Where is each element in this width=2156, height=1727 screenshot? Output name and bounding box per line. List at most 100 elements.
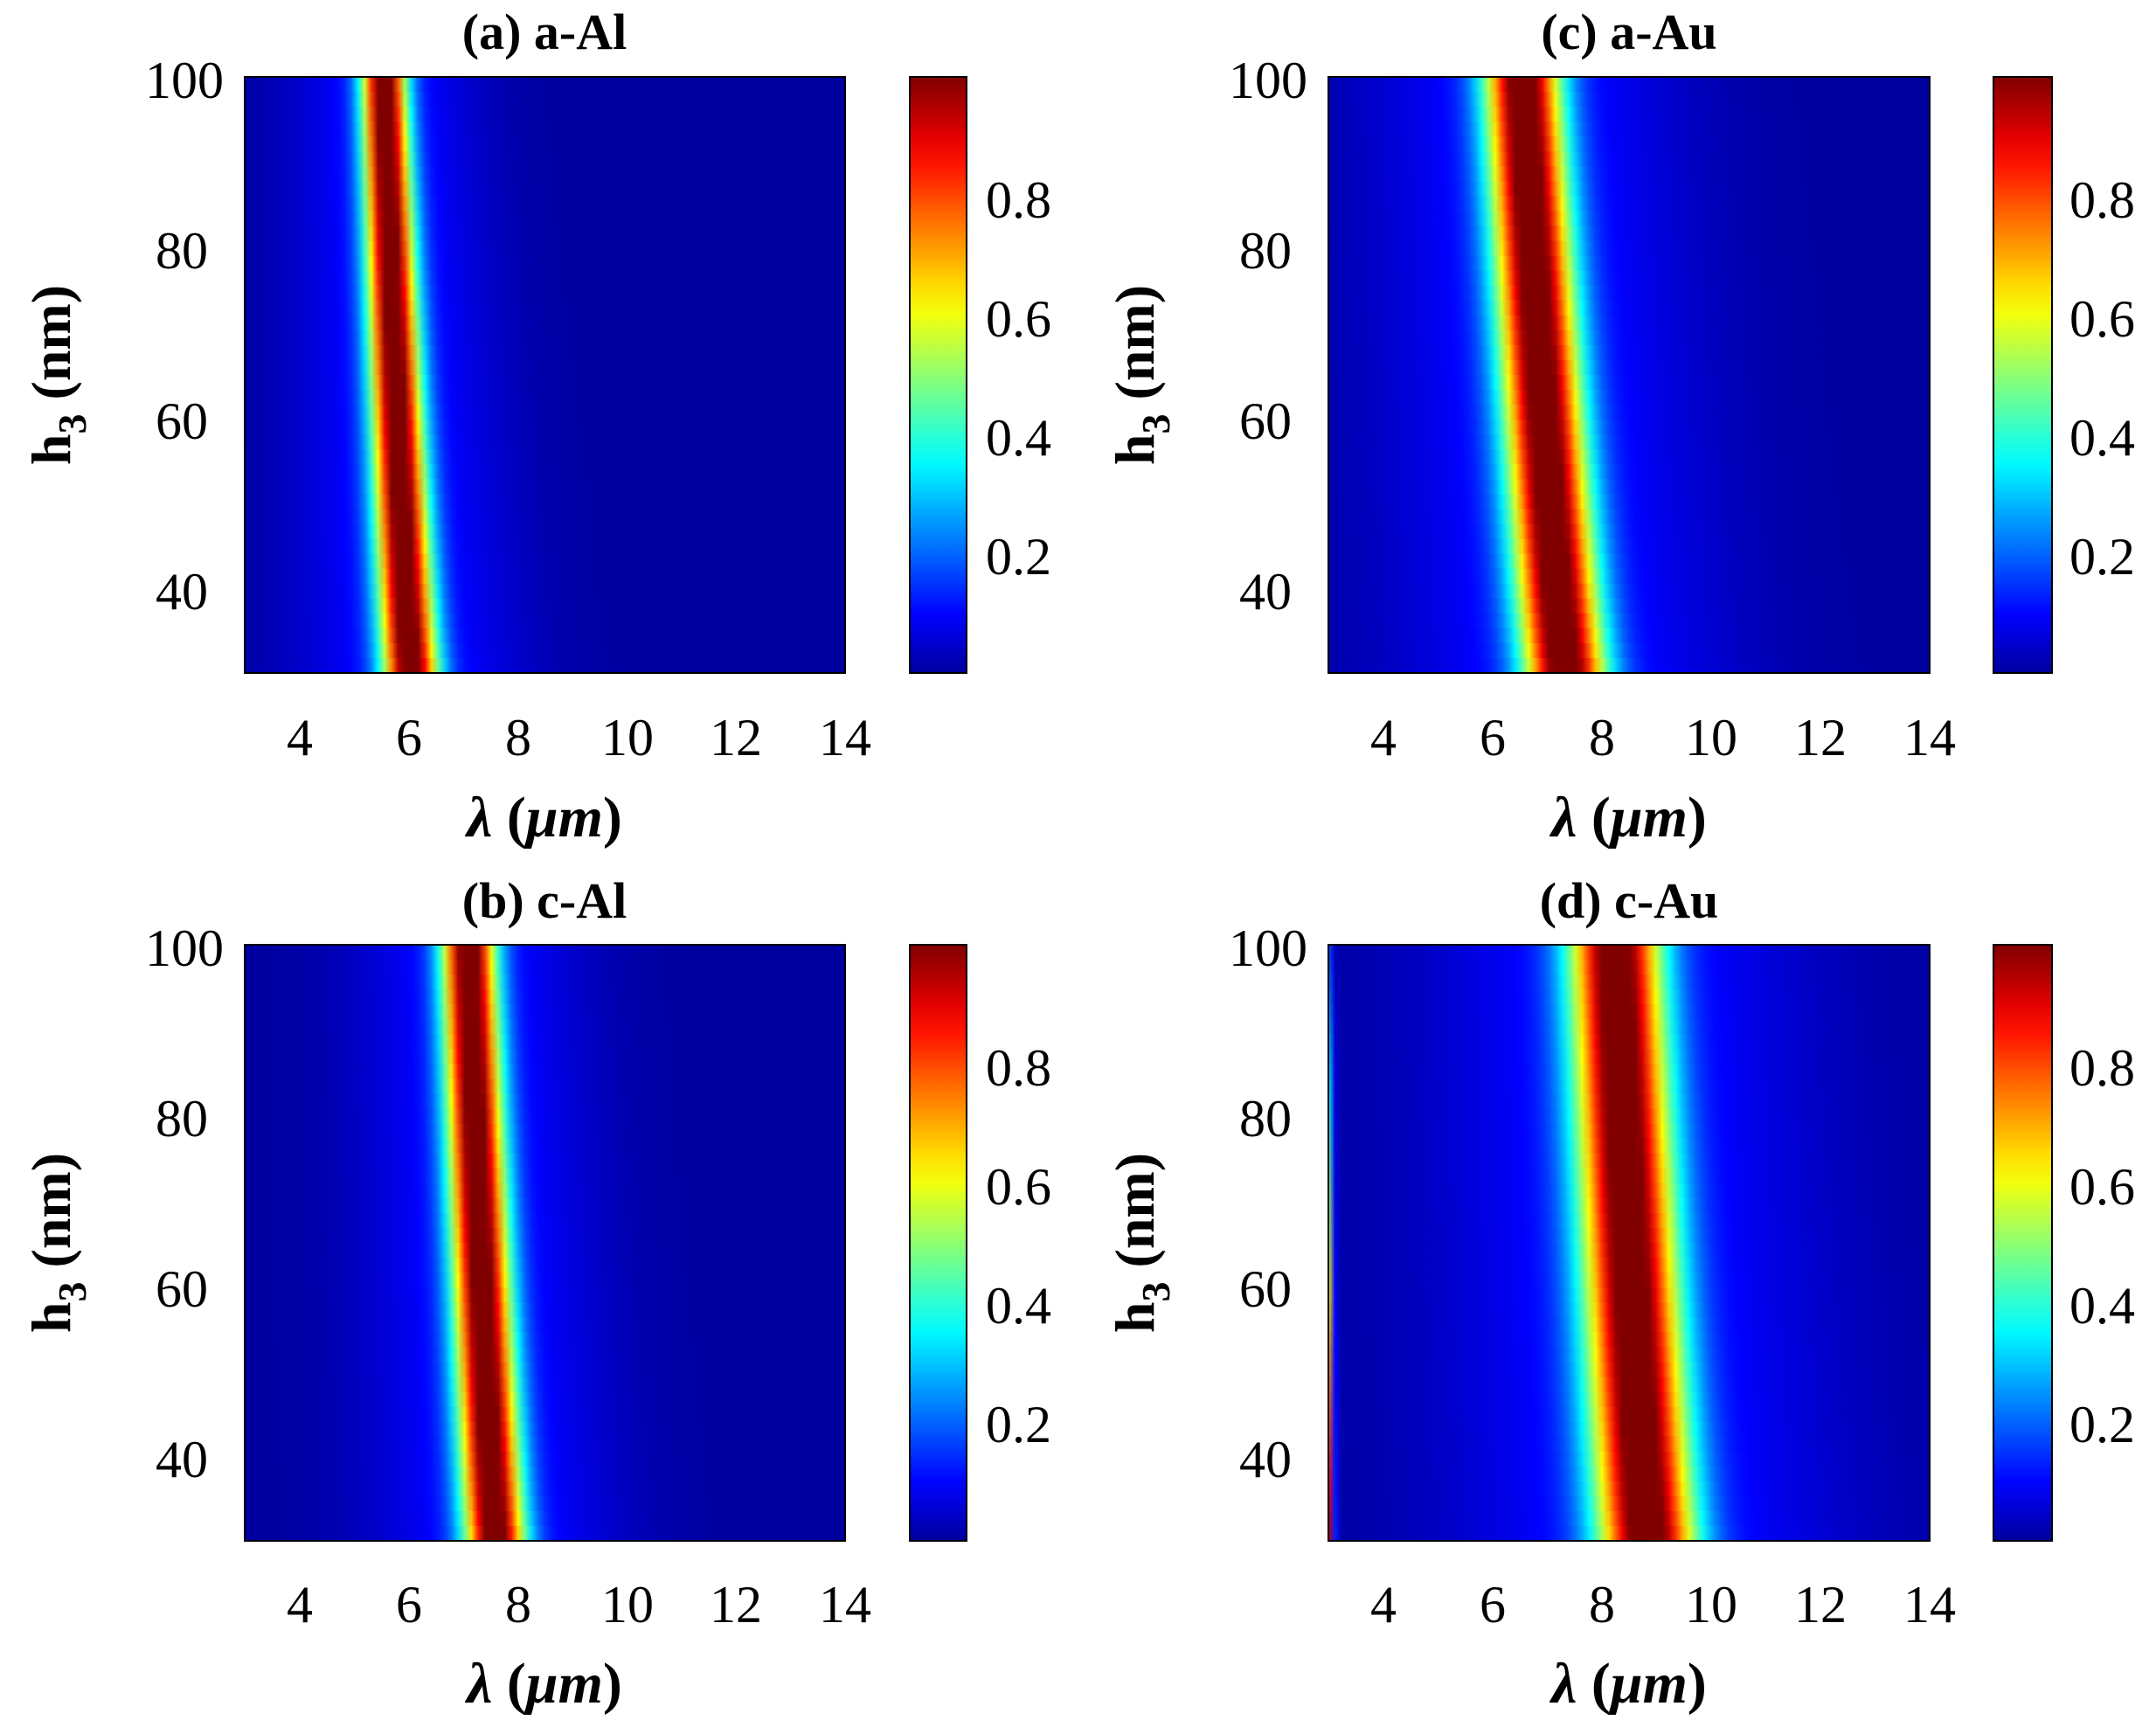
- panel-d: (d) c-Au 4 6 8 10 12 14 40 60 80 100 λ (…: [1104, 872, 2135, 1716]
- heatmap-row: [1328, 1525, 1930, 1542]
- heatmap-row: [1328, 1495, 1930, 1512]
- x-tick-label: 4: [287, 1576, 313, 1633]
- y-tick-label: 80: [156, 1090, 208, 1148]
- heatmap-row: [245, 1123, 845, 1140]
- plot-frame: [1328, 944, 1931, 1542]
- heatmap-row: [245, 375, 845, 391]
- y-axis: 40 60 80 100: [145, 52, 224, 621]
- heatmap-row: [245, 1138, 845, 1155]
- x-axis: 4 6 8 10 12 14: [287, 1576, 871, 1633]
- heatmap-row: [245, 270, 845, 287]
- y-axis-label: h3 (nm): [1104, 1153, 1178, 1333]
- heatmap-row: [245, 945, 845, 961]
- heatmap-row: [1328, 464, 1930, 480]
- heatmap-row: [245, 136, 845, 152]
- heatmap-row: [1328, 1227, 1930, 1244]
- heatmap-row: [245, 405, 845, 420]
- y-axis: 40 60 80 100: [145, 919, 224, 1488]
- y-axis-label: h3 (nm): [1104, 285, 1178, 465]
- heatmap-row: [245, 1406, 845, 1423]
- heatmap-row: [1328, 1362, 1930, 1378]
- heatmap-row: [1328, 1317, 1930, 1333]
- heatmap-row: [1328, 121, 1930, 137]
- y-axis-label: h3 (nm): [20, 1153, 94, 1333]
- y-axis: 40 60 80 100: [1229, 919, 1307, 1488]
- colorbar: 0.2 0.4 0.6 0.8: [909, 76, 1051, 674]
- heatmap-row: [245, 225, 845, 242]
- x-axis-label: λ (μm): [1549, 786, 1707, 850]
- colorbar-tick-label: 0.6: [986, 290, 1051, 348]
- heatmap-row: [245, 1481, 845, 1497]
- y-tick-label: 60: [1239, 1260, 1292, 1318]
- colorbar: 0.2 0.4 0.6 0.8: [1993, 76, 2135, 674]
- heatmap-row: [1328, 1212, 1930, 1229]
- colorbar-gradient: [1993, 77, 2052, 673]
- y-axis: 40 60 80 100: [1229, 52, 1307, 621]
- heatmap-row: [245, 240, 845, 257]
- heatmap-row: [245, 1273, 845, 1288]
- heatmap-row: [245, 1049, 845, 1065]
- colorbar-gradient: [910, 77, 967, 673]
- heatmap-row: [245, 121, 845, 137]
- heatmap-row: [245, 315, 845, 331]
- heatmap-row: [1328, 1273, 1930, 1288]
- heatmap-row: [1328, 315, 1930, 331]
- heatmap-row: [1328, 989, 1930, 1005]
- x-tick-label: 6: [396, 709, 422, 766]
- colorbar-tick-label: 0.6: [986, 1158, 1051, 1216]
- heatmap-row: [245, 211, 845, 227]
- colorbar-gradient: [1993, 945, 2052, 1541]
- heatmap-row: [245, 509, 845, 525]
- y-tick-label: 40: [1239, 563, 1292, 621]
- x-tick-label: 12: [710, 709, 762, 766]
- heatmap-row: [1328, 1391, 1930, 1408]
- colorbar-tick-label: 0.6: [2069, 1158, 2135, 1216]
- heatmap-row: [245, 583, 845, 600]
- heatmap-row: [1328, 1064, 1930, 1080]
- x-axis: 4 6 8 10 12 14: [1370, 1576, 1956, 1633]
- heatmap-row: [1328, 568, 1930, 585]
- heatmap-row: [245, 1183, 845, 1199]
- x-tick-label: 6: [396, 1576, 422, 1633]
- x-tick-label: 10: [601, 1576, 654, 1633]
- heatmap-row: [245, 344, 845, 361]
- colorbar: 0.2 0.4 0.6 0.8: [1993, 944, 2135, 1542]
- heatmap-row: [245, 77, 845, 93]
- x-tick-label: 10: [601, 709, 654, 766]
- y-axis-label: h3 (nm): [20, 285, 94, 465]
- x-axis-label: λ (μm): [1549, 1652, 1707, 1716]
- x-tick-label: 6: [1480, 709, 1506, 766]
- heatmap-row: [245, 1332, 845, 1348]
- heatmap-row: [245, 1495, 845, 1512]
- heatmap-row: [1328, 240, 1930, 257]
- x-axis: 4 6 8 10 12 14: [287, 709, 871, 766]
- heatmap-row: [245, 524, 845, 540]
- heatmap-row: [1328, 1377, 1930, 1393]
- colorbar-frame: [1993, 76, 2053, 674]
- heatmap-row: [1328, 479, 1930, 495]
- heatmap-row: [245, 494, 845, 510]
- x-tick-label: 8: [505, 709, 531, 766]
- heatmap-row: [1328, 1034, 1930, 1050]
- colorbar: 0.2 0.4 0.6 0.8: [909, 944, 1051, 1542]
- heatmap-row: [245, 181, 845, 197]
- heatmap-row: [245, 1004, 845, 1020]
- heatmap-row: [245, 1064, 845, 1080]
- heatmap-row: [245, 479, 845, 495]
- x-axis: 4 6 8 10 12 14: [1370, 709, 1956, 766]
- heatmap-row: [245, 613, 845, 629]
- x-tick-label: 4: [1370, 1576, 1397, 1633]
- colorbar-tick-label: 0.8: [2069, 171, 2135, 229]
- heatmap-row: [245, 538, 845, 555]
- x-tick-label: 10: [1685, 1576, 1737, 1633]
- heatmap-row: [1328, 225, 1930, 242]
- heatmap-row: [245, 989, 845, 1005]
- heatmap-row: [245, 1436, 845, 1453]
- heatmap-row: [1328, 1197, 1930, 1214]
- heatmap-row: [1328, 509, 1930, 525]
- heatmap-row: [245, 1377, 845, 1393]
- heatmap-row: [245, 1362, 845, 1378]
- y-tick-label: 100: [145, 919, 224, 977]
- heatmap-row: [245, 1168, 845, 1184]
